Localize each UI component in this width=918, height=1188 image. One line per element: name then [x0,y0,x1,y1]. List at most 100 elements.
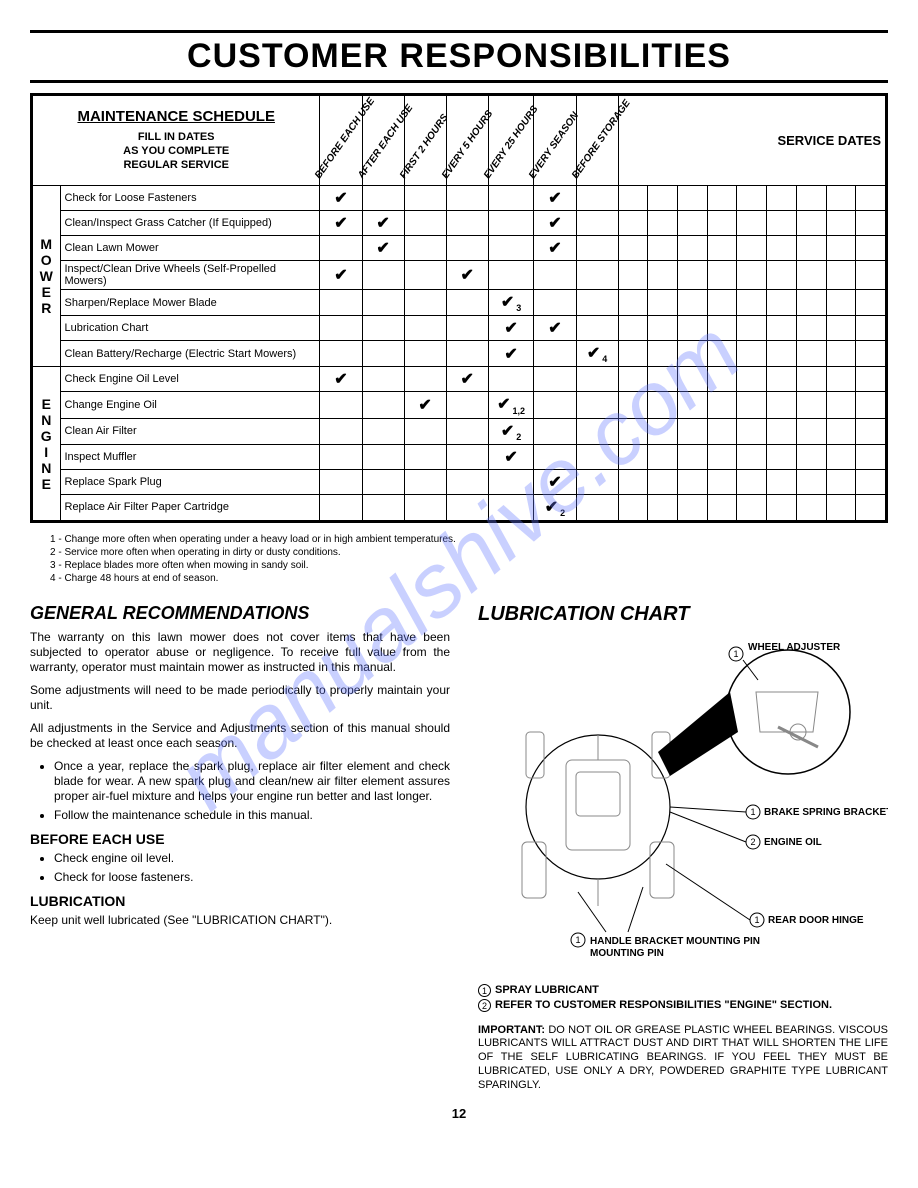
service-date-cell[interactable] [677,469,707,494]
service-date-cell[interactable] [796,186,826,211]
service-date-cell[interactable] [618,367,648,392]
service-date-cell[interactable] [796,211,826,236]
service-date-cell[interactable] [856,418,886,444]
service-date-cell[interactable] [677,494,707,520]
service-date-cell[interactable] [856,341,886,367]
service-date-cell[interactable] [826,367,856,392]
service-date-cell[interactable] [767,418,797,444]
service-date-cell[interactable] [618,494,648,520]
service-date-cell[interactable] [826,211,856,236]
service-date-cell[interactable] [856,469,886,494]
service-date-cell[interactable] [737,392,767,418]
service-date-cell[interactable] [767,261,797,290]
service-date-cell[interactable] [796,469,826,494]
service-date-cell[interactable] [618,469,648,494]
service-date-cell[interactable] [737,418,767,444]
service-date-cell[interactable] [618,211,648,236]
service-date-cell[interactable] [618,236,648,261]
service-date-cell[interactable] [796,341,826,367]
service-date-cell[interactable] [856,367,886,392]
service-date-cell[interactable] [737,469,767,494]
service-date-cell[interactable] [856,261,886,290]
service-date-cell[interactable] [767,186,797,211]
service-date-cell[interactable] [826,418,856,444]
service-date-cell[interactable] [648,367,678,392]
service-date-cell[interactable] [856,211,886,236]
service-date-cell[interactable] [796,290,826,316]
service-date-cell[interactable] [737,494,767,520]
service-date-cell[interactable] [618,316,648,341]
service-date-cell[interactable] [767,469,797,494]
service-date-cell[interactable] [677,211,707,236]
service-date-cell[interactable] [796,367,826,392]
service-date-cell[interactable] [707,261,737,290]
service-date-cell[interactable] [796,444,826,469]
service-date-cell[interactable] [618,341,648,367]
service-date-cell[interactable] [677,444,707,469]
service-date-cell[interactable] [856,494,886,520]
service-date-cell[interactable] [856,392,886,418]
service-date-cell[interactable] [767,444,797,469]
service-date-cell[interactable] [737,186,767,211]
service-date-cell[interactable] [648,418,678,444]
service-date-cell[interactable] [618,392,648,418]
service-date-cell[interactable] [707,186,737,211]
service-date-cell[interactable] [826,444,856,469]
service-date-cell[interactable] [707,367,737,392]
service-date-cell[interactable] [737,290,767,316]
service-date-cell[interactable] [648,469,678,494]
service-date-cell[interactable] [648,211,678,236]
service-date-cell[interactable] [648,186,678,211]
service-date-cell[interactable] [856,186,886,211]
service-date-cell[interactable] [767,367,797,392]
service-date-cell[interactable] [618,290,648,316]
service-date-cell[interactable] [826,392,856,418]
service-date-cell[interactable] [618,444,648,469]
service-date-cell[interactable] [737,444,767,469]
service-date-cell[interactable] [826,494,856,520]
service-date-cell[interactable] [618,418,648,444]
service-date-cell[interactable] [648,392,678,418]
service-date-cell[interactable] [707,418,737,444]
service-date-cell[interactable] [856,316,886,341]
service-date-cell[interactable] [618,186,648,211]
service-date-cell[interactable] [677,367,707,392]
service-date-cell[interactable] [856,290,886,316]
service-date-cell[interactable] [707,316,737,341]
service-date-cell[interactable] [648,290,678,316]
service-date-cell[interactable] [767,290,797,316]
service-date-cell[interactable] [796,236,826,261]
service-date-cell[interactable] [648,316,678,341]
service-date-cell[interactable] [677,261,707,290]
service-date-cell[interactable] [826,290,856,316]
service-date-cell[interactable] [648,261,678,290]
service-date-cell[interactable] [707,290,737,316]
service-date-cell[interactable] [826,469,856,494]
service-date-cell[interactable] [677,236,707,261]
service-date-cell[interactable] [796,261,826,290]
service-date-cell[interactable] [677,316,707,341]
service-date-cell[interactable] [826,261,856,290]
service-date-cell[interactable] [737,261,767,290]
service-date-cell[interactable] [796,494,826,520]
service-date-cell[interactable] [796,392,826,418]
service-date-cell[interactable] [826,236,856,261]
service-date-cell[interactable] [826,186,856,211]
service-date-cell[interactable] [796,418,826,444]
service-date-cell[interactable] [707,469,737,494]
service-date-cell[interactable] [648,236,678,261]
service-date-cell[interactable] [737,236,767,261]
service-date-cell[interactable] [677,341,707,367]
service-date-cell[interactable] [648,341,678,367]
service-date-cell[interactable] [826,341,856,367]
service-date-cell[interactable] [677,290,707,316]
service-date-cell[interactable] [767,341,797,367]
service-date-cell[interactable] [648,444,678,469]
service-date-cell[interactable] [707,392,737,418]
service-date-cell[interactable] [677,418,707,444]
service-date-cell[interactable] [767,494,797,520]
service-date-cell[interactable] [767,211,797,236]
service-date-cell[interactable] [796,316,826,341]
service-date-cell[interactable] [856,236,886,261]
service-date-cell[interactable] [707,444,737,469]
